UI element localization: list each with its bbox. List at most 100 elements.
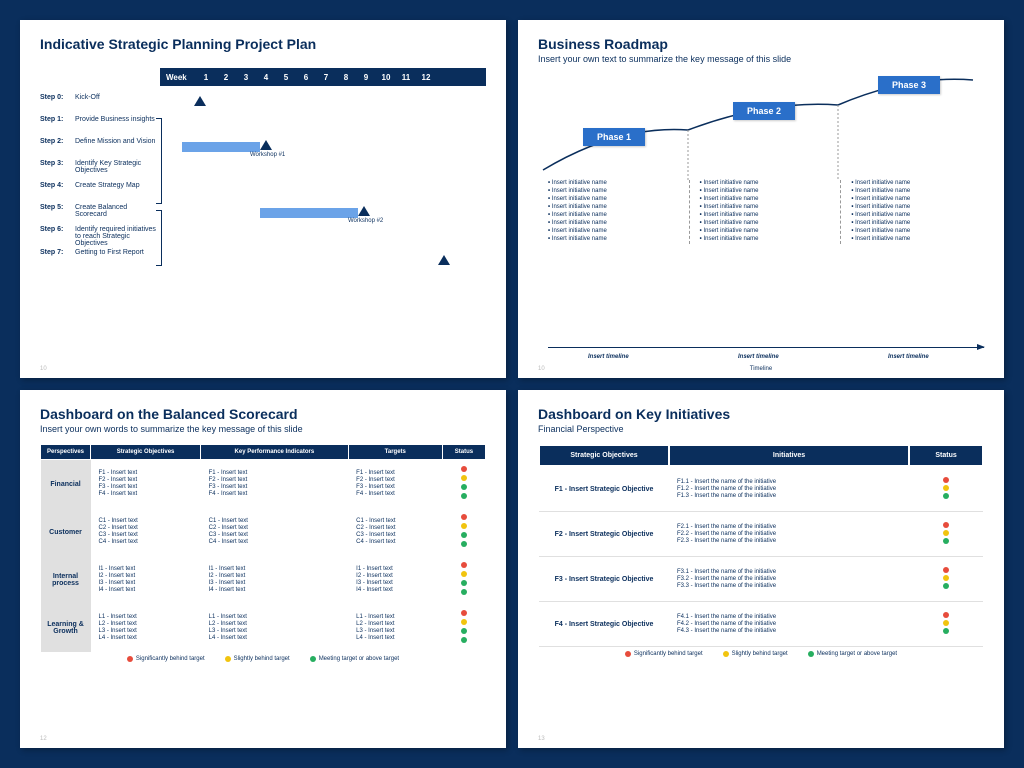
bracket-icon: [156, 118, 162, 204]
yellow-dot-icon: [723, 651, 729, 657]
initiative-bullet: Insert initiative name: [548, 228, 681, 234]
gantt-bar: [260, 208, 358, 218]
perspective-cell: Customer: [41, 508, 91, 556]
phase2-label: Phase 2: [733, 102, 795, 120]
status-dot-icon: [943, 522, 949, 528]
status-dot-icon: [943, 477, 949, 483]
status-dot-icon: [461, 610, 467, 616]
yellow-dot-icon: [225, 656, 231, 662]
bracket-icon: [156, 210, 162, 266]
phase-column: Insert initiative name Insert initiative …: [548, 180, 681, 244]
status-dot-icon: [461, 637, 467, 643]
phase1-label: Phase 1: [583, 128, 645, 146]
status-dot-icon: [461, 466, 467, 472]
objective-cell: F4 - Insert Strategic Objective: [539, 602, 669, 647]
status-dot-icon: [943, 620, 949, 626]
timeline-caption: Timeline: [750, 366, 772, 372]
slide4-title: Dashboard on Key Initiatives: [538, 406, 984, 422]
timeline-label-1: Insert timeline: [588, 354, 629, 360]
status-cell: [442, 604, 485, 652]
page-number: 10: [40, 366, 47, 372]
initiative-bullet: Insert initiative name: [548, 180, 681, 186]
timeline-label-3: Insert timeline: [888, 354, 929, 360]
kpi-cell: C1 - Insert textC2 - Insert textC3 - Ins…: [201, 508, 349, 556]
step-label: Step 7:: [40, 249, 75, 256]
objectives-cell: I1 - Insert textI2 - Insert textI3 - Ins…: [91, 556, 201, 604]
phase-column: Insert initiative name Insert initiative …: [840, 180, 984, 244]
ki-row: F2 - Insert Strategic ObjectiveF2.1 - In…: [539, 512, 983, 557]
step-label: Step 2:: [40, 138, 75, 145]
green-dot-icon: [808, 651, 814, 657]
workshop-label: Workshop #2: [348, 218, 383, 224]
milestone-icon: [260, 140, 272, 150]
slide4-subtitle: Financial Perspective: [538, 424, 984, 434]
page-number: 13: [538, 736, 545, 742]
initiative-bullet: Insert initiative name: [700, 220, 833, 226]
status-dot-icon: [461, 484, 467, 490]
initiative-bullet: Insert initiative name: [851, 236, 984, 242]
objectives-cell: F1 - Insert textF2 - Insert textF3 - Ins…: [91, 460, 201, 509]
kpi-cell: I1 - Insert textI2 - Insert textI3 - Ins…: [201, 556, 349, 604]
initiative-bullet: Insert initiative name: [700, 236, 833, 242]
status-dot-icon: [461, 562, 467, 568]
step-text: Kick-Off: [75, 94, 160, 101]
ki-legend: Significantly behind target Slightly beh…: [538, 651, 984, 657]
status-dot-icon: [461, 541, 467, 547]
status-dot-icon: [943, 612, 949, 618]
initiative-bullet: Insert initiative name: [851, 204, 984, 210]
slide-grid: Indicative Strategic Planning Project Pl…: [20, 20, 1004, 748]
initiative-bullet: Insert initiative name: [548, 188, 681, 194]
bsc-header: Status: [442, 445, 485, 460]
milestone-icon: [194, 96, 206, 106]
initiative-bullet: Insert initiative name: [851, 220, 984, 226]
slide-key-initiatives: Dashboard on Key Initiatives Financial P…: [518, 390, 1004, 748]
status-dot-icon: [461, 619, 467, 625]
status-dot-icon: [943, 538, 949, 544]
initiative-bullet: Insert initiative name: [700, 228, 833, 234]
bsc-row: Learning & Growth L1 - Insert textL2 - In…: [41, 604, 486, 652]
step-row: Step 7:Getting to First Report: [40, 247, 486, 269]
kpi-cell: F1 - Insert textF2 - Insert textF3 - Ins…: [201, 460, 349, 509]
slide-roadmap: Business Roadmap Insert your own text to…: [518, 20, 1004, 378]
status-cell: [442, 460, 485, 509]
objective-cell: F3 - Insert Strategic Objective: [539, 557, 669, 602]
gantt-lane: [160, 249, 486, 269]
slide-balanced-scorecard: Dashboard on the Balanced Scorecard Inse…: [20, 390, 506, 748]
initiative-bullet: Insert initiative name: [851, 228, 984, 234]
step-row: Step 3:Identify Key Strategic Objectives: [40, 158, 486, 180]
initiative-bullet: Insert initiative name: [700, 180, 833, 186]
objective-cell: F2 - Insert Strategic Objective: [539, 512, 669, 557]
milestone-icon: [438, 255, 450, 265]
initiative-bullet: Insert initiative name: [700, 212, 833, 218]
step-label: Step 1:: [40, 116, 75, 123]
initiative-bullet: Insert initiative name: [548, 196, 681, 202]
initiatives-cell: F4.1 - Insert the name of the initiative…: [669, 602, 909, 647]
perspective-cell: Learning & Growth: [41, 604, 91, 652]
ki-header: Strategic Objectives: [539, 445, 669, 466]
initiative-bullet: Insert initiative name: [700, 204, 833, 210]
status-dot-icon: [943, 628, 949, 634]
bsc-row: FinancialF1 - Insert textF2 - Insert tex…: [41, 460, 486, 509]
status-dot-icon: [461, 580, 467, 586]
objectives-cell: C1 - Insert textC2 - Insert textC3 - Ins…: [91, 508, 201, 556]
targets-cell: L1 - Insert textL2 - Insert textL3 - Ins…: [348, 604, 442, 652]
kpi-cell: L1 - Insert textL2 - Insert textL3 - Ins…: [201, 604, 349, 652]
status-cell: [442, 508, 485, 556]
gantt-lane: Workshop #1: [160, 138, 486, 158]
step-label: Step 4:: [40, 182, 75, 189]
bsc-table: PerspectivesStrategic ObjectivesKey Perf…: [40, 444, 486, 652]
status-dot-icon: [461, 475, 467, 481]
status-dot-icon: [461, 571, 467, 577]
step-row: Step 6:Identify required initiatives to …: [40, 224, 486, 247]
status-dot-icon: [461, 628, 467, 634]
status-dot-icon: [943, 567, 949, 573]
initiative-bullet: Insert initiative name: [851, 180, 984, 186]
initiative-bullet: Insert initiative name: [700, 196, 833, 202]
status-cell: [909, 512, 983, 557]
step-label: Step 3:: [40, 160, 75, 167]
step-row: Step 5:Create Balanced ScorecardWorkshop…: [40, 202, 486, 224]
perspective-cell: Internal process: [41, 556, 91, 604]
gantt-body: Step 0:Kick-OffStep 1:Provide Business i…: [40, 92, 486, 269]
targets-cell: I1 - Insert textI2 - Insert textI3 - Ins…: [348, 556, 442, 604]
slide3-title: Dashboard on the Balanced Scorecard: [40, 406, 486, 422]
